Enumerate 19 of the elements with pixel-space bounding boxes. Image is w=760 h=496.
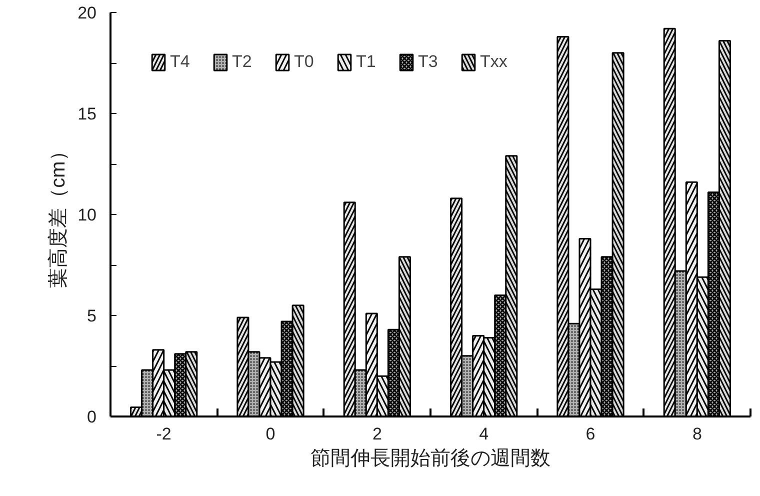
x-tick-label: 0 bbox=[266, 424, 276, 444]
y-tick-label: 5 bbox=[87, 306, 97, 326]
x-tick-label: -2 bbox=[156, 424, 172, 444]
x-tick-label: 2 bbox=[372, 424, 382, 444]
legend-label: Txx bbox=[480, 52, 508, 72]
y-tick-label: 10 bbox=[78, 206, 97, 224]
x-tick-label: 6 bbox=[586, 424, 596, 444]
y-tick-label: 15 bbox=[78, 104, 97, 124]
y-tick-label: 0 bbox=[87, 408, 97, 426]
y-axis-title: 葉高度差（cm） bbox=[46, 141, 70, 288]
legend-label: T1 bbox=[356, 52, 376, 72]
x-axis-title: 節間伸長開始前後の週間数 bbox=[310, 448, 550, 470]
y-tick-label: 20 bbox=[78, 4, 97, 22]
legend-label: T0 bbox=[294, 52, 314, 72]
x-tick-label: 8 bbox=[692, 424, 702, 444]
x-tick-label: 4 bbox=[479, 424, 489, 444]
legend-label: T4 bbox=[170, 52, 190, 72]
legend-label: T2 bbox=[232, 52, 252, 72]
legend-label: T3 bbox=[418, 52, 438, 72]
